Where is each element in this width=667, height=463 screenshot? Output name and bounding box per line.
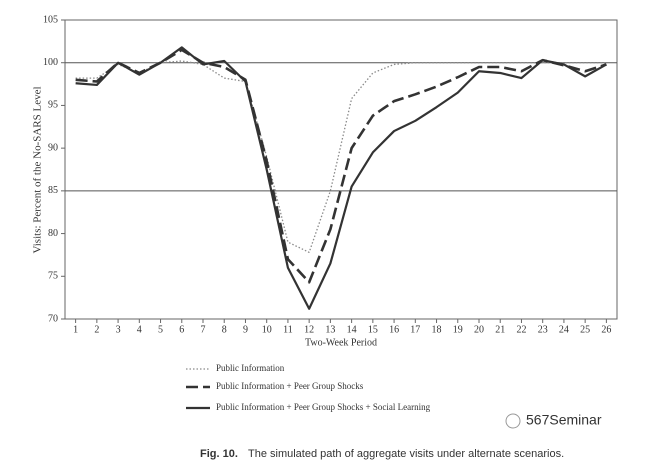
x-tick-label: 2	[94, 324, 99, 335]
x-tick-label: 22	[516, 324, 526, 335]
x-tick-label: 9	[243, 324, 248, 335]
x-tick-label: 3	[116, 324, 121, 335]
watermark: 567Seminar	[526, 412, 602, 428]
x-tick-label: 26	[601, 324, 611, 335]
x-tick-label: 6	[179, 324, 184, 335]
y-tick-label: 70	[48, 313, 58, 324]
x-tick-label: 17	[410, 324, 420, 335]
caption-text: The simulated path of aggregate visits u…	[248, 448, 564, 460]
x-tick-label: 15	[368, 324, 378, 335]
x-tick-label: 8	[222, 324, 227, 335]
x-tick-label: 20	[474, 324, 484, 335]
x-tick-label: 14	[347, 324, 357, 335]
x-tick-label: 13	[325, 324, 335, 335]
x-tick-label: 19	[453, 324, 463, 335]
x-tick-label: 10	[262, 324, 272, 335]
x-tick-label: 5	[158, 324, 163, 335]
legend-label: Public Information	[216, 363, 285, 373]
series-line	[75, 46, 607, 310]
y-axis-label: Visits: Percent of the No-SARS Level	[32, 86, 44, 253]
y-tick-label: 95	[48, 100, 58, 111]
x-tick-label: 12	[304, 324, 314, 335]
x-tick-label: 16	[389, 324, 399, 335]
x-tick-label: 11	[283, 324, 293, 335]
watermark-icon	[505, 413, 521, 429]
legend-label: Public Information + Peer Group Shocks	[216, 381, 364, 391]
x-tick-label: 21	[495, 324, 505, 335]
x-tick-label: 7	[201, 324, 206, 335]
caption-label: Fig. 10.	[200, 448, 238, 460]
x-tick-label: 23	[538, 324, 548, 335]
y-tick-label: 80	[48, 228, 58, 239]
x-tick-label: 25	[580, 324, 590, 335]
x-axis-label: Two-Week Period	[305, 337, 377, 348]
y-tick-label: 90	[48, 142, 58, 153]
x-tick-label: 24	[559, 324, 569, 335]
y-tick-label: 85	[48, 185, 58, 196]
y-tick-label: 75	[48, 271, 58, 282]
y-tick-label: 105	[43, 14, 58, 25]
x-tick-label: 4	[137, 324, 142, 335]
legend-label: Public Information + Peer Group Shocks +…	[216, 402, 431, 412]
x-tick-label: 1	[73, 324, 78, 335]
series-line	[75, 48, 607, 284]
plot-frame	[64, 19, 618, 320]
x-tick-label: 18	[432, 324, 442, 335]
y-tick-label: 100	[43, 57, 58, 68]
